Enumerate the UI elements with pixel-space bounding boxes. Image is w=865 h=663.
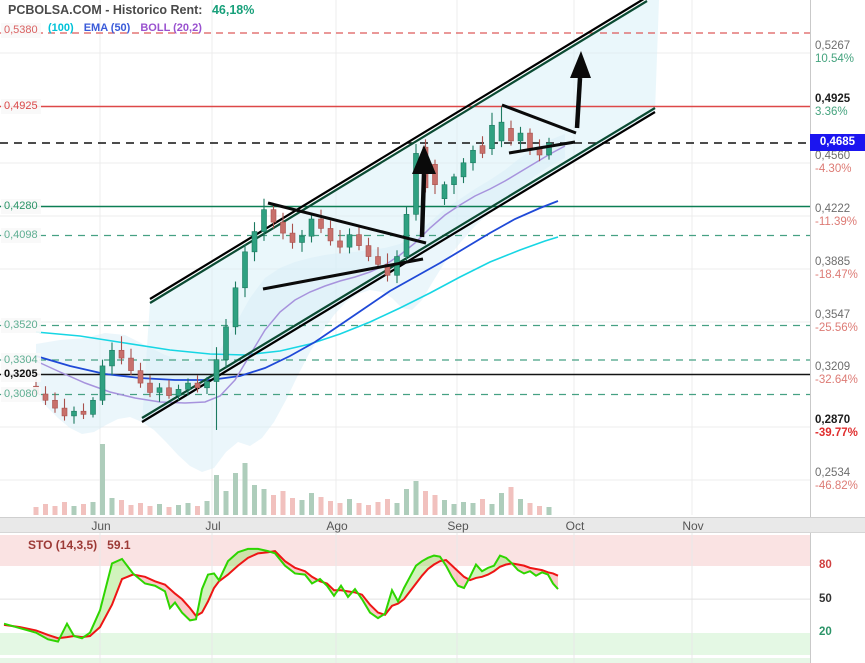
rent-label: Rent: (170, 3, 203, 17)
sto-zones (0, 535, 810, 663)
right-axis-label: 0,4925 3.36% (815, 93, 851, 118)
right-axis-label: 0,3209 -32.64% (815, 361, 858, 386)
left-price-label: 0,4098 (1, 228, 41, 243)
right-axis-label: 0,4560 -4.30% (815, 150, 852, 175)
legend-item: (100) (48, 22, 74, 34)
left-price-label: 0,4280 (1, 199, 41, 214)
sto-level-label: 80 (819, 559, 832, 571)
x-axis-month-label: Ago (326, 519, 348, 533)
sto-grid (0, 533, 810, 663)
annotation-layer (262, 51, 591, 291)
left-price-label: 0,3520 (1, 318, 41, 333)
indicator-legend: (100) EMA (50) BOLL (20,2) (48, 22, 212, 34)
right-axis-label: 0,4222 -11.39% (815, 203, 857, 228)
legend-item: BOLL (20,2) (140, 22, 202, 34)
current-price-badge: 0,4685 (810, 134, 865, 151)
right-axis-label: 0,3547 -25.56% (815, 309, 858, 334)
price-chart[interactable] (0, 0, 810, 517)
x-axis-month-label: Jun (91, 519, 111, 533)
left-price-label: 0,3304 (1, 353, 41, 368)
volume-layer (33, 444, 552, 515)
symbol-title: PCBOLSA.COM - Historico (8, 3, 168, 17)
right-axis-label: 0,2534 -46.82% (815, 467, 858, 492)
right-axis-label: 0,3885 -18.47% (815, 256, 858, 281)
x-axis-month-label: Nov (682, 519, 704, 533)
stochastic-chart[interactable] (0, 533, 810, 663)
x-axis-month-label: Oct (565, 519, 585, 533)
sto-title: STO (14,3,5) 59.1 (28, 538, 131, 552)
sto-level-label: 50 (819, 593, 832, 605)
rent-value: 46,18% (211, 3, 255, 17)
x-axis: Jun Jul Ago Sep Oct Nov (0, 517, 865, 533)
x-axis-month-label: Jul (205, 519, 221, 533)
chart-title: PCBOLSA.COM - Historico Rent: 46,18% (8, 3, 254, 17)
right-axis-column (810, 0, 865, 663)
sto-lines (3, 547, 559, 643)
right-axis-label: 0,5267 10.54% (815, 40, 855, 65)
left-price-label: 0,5380 (1, 23, 41, 38)
legend-item: EMA (50) (83, 22, 131, 34)
sto-value: 59.1 (107, 538, 131, 552)
left-price-label: 0,3205 (1, 367, 41, 382)
x-axis-month-label: Sep (447, 519, 469, 533)
right-axis-label: 0,2870 -39.77% (815, 414, 858, 439)
candlestick-layer (33, 106, 552, 430)
left-price-label: 0,4925 (1, 99, 41, 114)
indicator-layer (35, 145, 566, 404)
sto-level-label: 20 (819, 626, 832, 638)
left-price-label: 0,3080 (1, 387, 41, 402)
